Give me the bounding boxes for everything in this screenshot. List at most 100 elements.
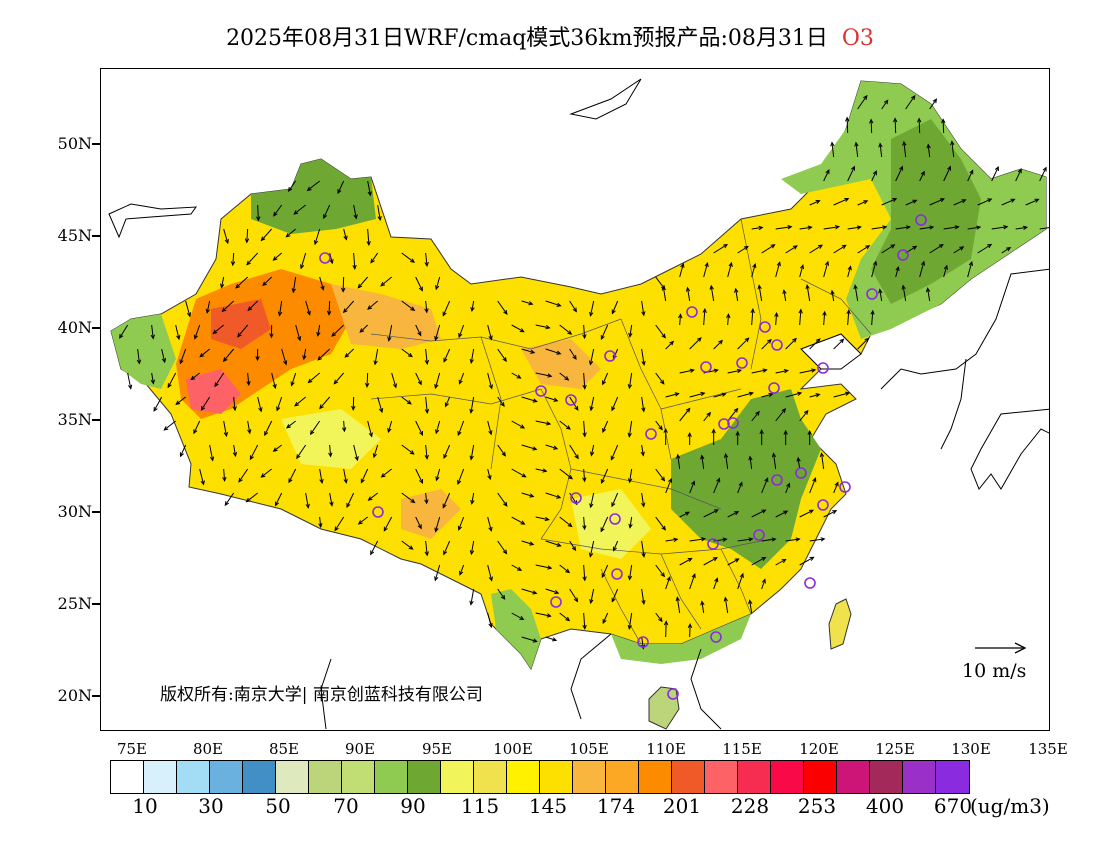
colorbar-swatch: [540, 761, 573, 793]
wind-vector-head: [516, 374, 522, 379]
wind-vector: [374, 348, 379, 365]
wind-vector-head: [628, 523, 633, 529]
wind-vector: [602, 420, 609, 433]
wind-vector-head: [864, 337, 870, 343]
wind-vector: [833, 244, 846, 254]
wind-vector: [927, 288, 931, 302]
wind-vector: [415, 372, 422, 385]
wind-vector-head: [567, 522, 573, 528]
wind-vector-head: [544, 516, 550, 522]
colorbar-label: 670: [933, 794, 973, 818]
wind-vector-head: [424, 551, 429, 557]
wind-vector: [377, 396, 383, 413]
colorbar-swatch: [144, 761, 177, 793]
wind-vector: [314, 228, 321, 245]
wind-vector: [443, 444, 451, 459]
wind-vector: [199, 468, 205, 485]
colorbar-label: 201: [662, 794, 702, 818]
wind-vector-head: [212, 329, 218, 335]
colorbar-label: 10: [132, 794, 158, 818]
wind-vector-head: [488, 384, 493, 390]
wind-vector: [288, 180, 297, 192]
wind-vector: [689, 574, 696, 590]
wind-vector-head: [893, 117, 898, 123]
colorbar-swatch: [375, 761, 408, 793]
wind-vector: [179, 348, 187, 364]
wind-vector-head: [718, 339, 724, 345]
wind-vector-head: [542, 468, 548, 473]
wind-vector: [785, 538, 800, 542]
wind-vector-head: [200, 480, 205, 486]
wind-vector-head: [377, 215, 382, 222]
wind-vector-head: [232, 451, 238, 458]
wind-vector-head: [380, 473, 386, 478]
wind-vector: [247, 420, 251, 434]
station-marker: [700, 361, 712, 373]
wind-vector: [737, 482, 743, 494]
wind-vector-head: [600, 335, 605, 341]
wind-vector-head: [150, 379, 155, 385]
wind-vector: [323, 204, 331, 219]
wind-vector: [583, 324, 586, 339]
wind-vector-head: [865, 245, 871, 250]
wind-vector: [545, 636, 557, 641]
wind-vector: [902, 285, 907, 302]
wind-vector-head: [901, 284, 906, 290]
wind-vector: [511, 564, 522, 571]
wind-vector-head: [458, 332, 463, 339]
wind-vector: [262, 276, 273, 286]
wind-vector-head: [799, 264, 805, 270]
wind-vector-head: [457, 430, 462, 437]
wind-vector: [821, 453, 825, 470]
red-region-west: [211, 299, 271, 349]
wind-vector: [855, 142, 859, 158]
wind-vector: [991, 226, 1008, 230]
wind-vector: [425, 300, 428, 313]
wind-vector-head: [556, 350, 562, 355]
wind-vector-head: [443, 453, 448, 460]
wind-vector-head: [150, 334, 155, 340]
wind-vector-head: [628, 332, 633, 338]
wind-vector: [905, 199, 917, 206]
wind-vector-head: [232, 406, 237, 412]
wind-vector-head: [502, 357, 507, 363]
colorbar-label: 174: [596, 794, 636, 818]
wind-vector-head: [582, 624, 587, 630]
wind-vector: [710, 285, 715, 302]
wind-vector-head: [565, 425, 571, 430]
wind-vector: [727, 558, 739, 566]
wind-vector: [977, 198, 992, 206]
wind-vector-head: [666, 576, 671, 582]
wind-vector-head: [910, 94, 916, 100]
wind-vector: [334, 516, 345, 531]
wind-vector: [359, 324, 369, 333]
wind-vector-head: [392, 383, 397, 389]
wind-vector-head: [313, 240, 319, 246]
wind-vector-head: [987, 198, 993, 203]
wind-vector-head: [319, 404, 324, 410]
wind-vector-head: [329, 259, 334, 265]
wind-vector-head: [276, 406, 281, 412]
wind-vector: [209, 444, 214, 461]
wind-vector-head: [459, 570, 464, 576]
wind-vector-head: [713, 368, 719, 373]
wind-vector: [511, 468, 526, 478]
bohai-sea: [800, 333, 862, 370]
wind-vector: [919, 171, 925, 182]
wind-vector-head: [856, 225, 862, 230]
wind-vector: [662, 286, 667, 302]
wind-vector: [415, 276, 423, 291]
wind-vector-head: [611, 502, 616, 508]
wind-vector-head: [723, 452, 729, 458]
colorbar-label: 30: [198, 794, 224, 818]
wind-vector-head: [805, 284, 810, 290]
wind-vector-head: [300, 264, 305, 270]
wind-vector: [919, 261, 925, 278]
wind-vector: [521, 348, 535, 354]
wind-vector: [590, 396, 595, 411]
wind-vector: [436, 468, 441, 481]
wind-vector-head: [736, 368, 743, 374]
wind-vector-head: [807, 225, 813, 230]
lat-tick: [92, 419, 100, 421]
wind-vector: [870, 119, 873, 134]
